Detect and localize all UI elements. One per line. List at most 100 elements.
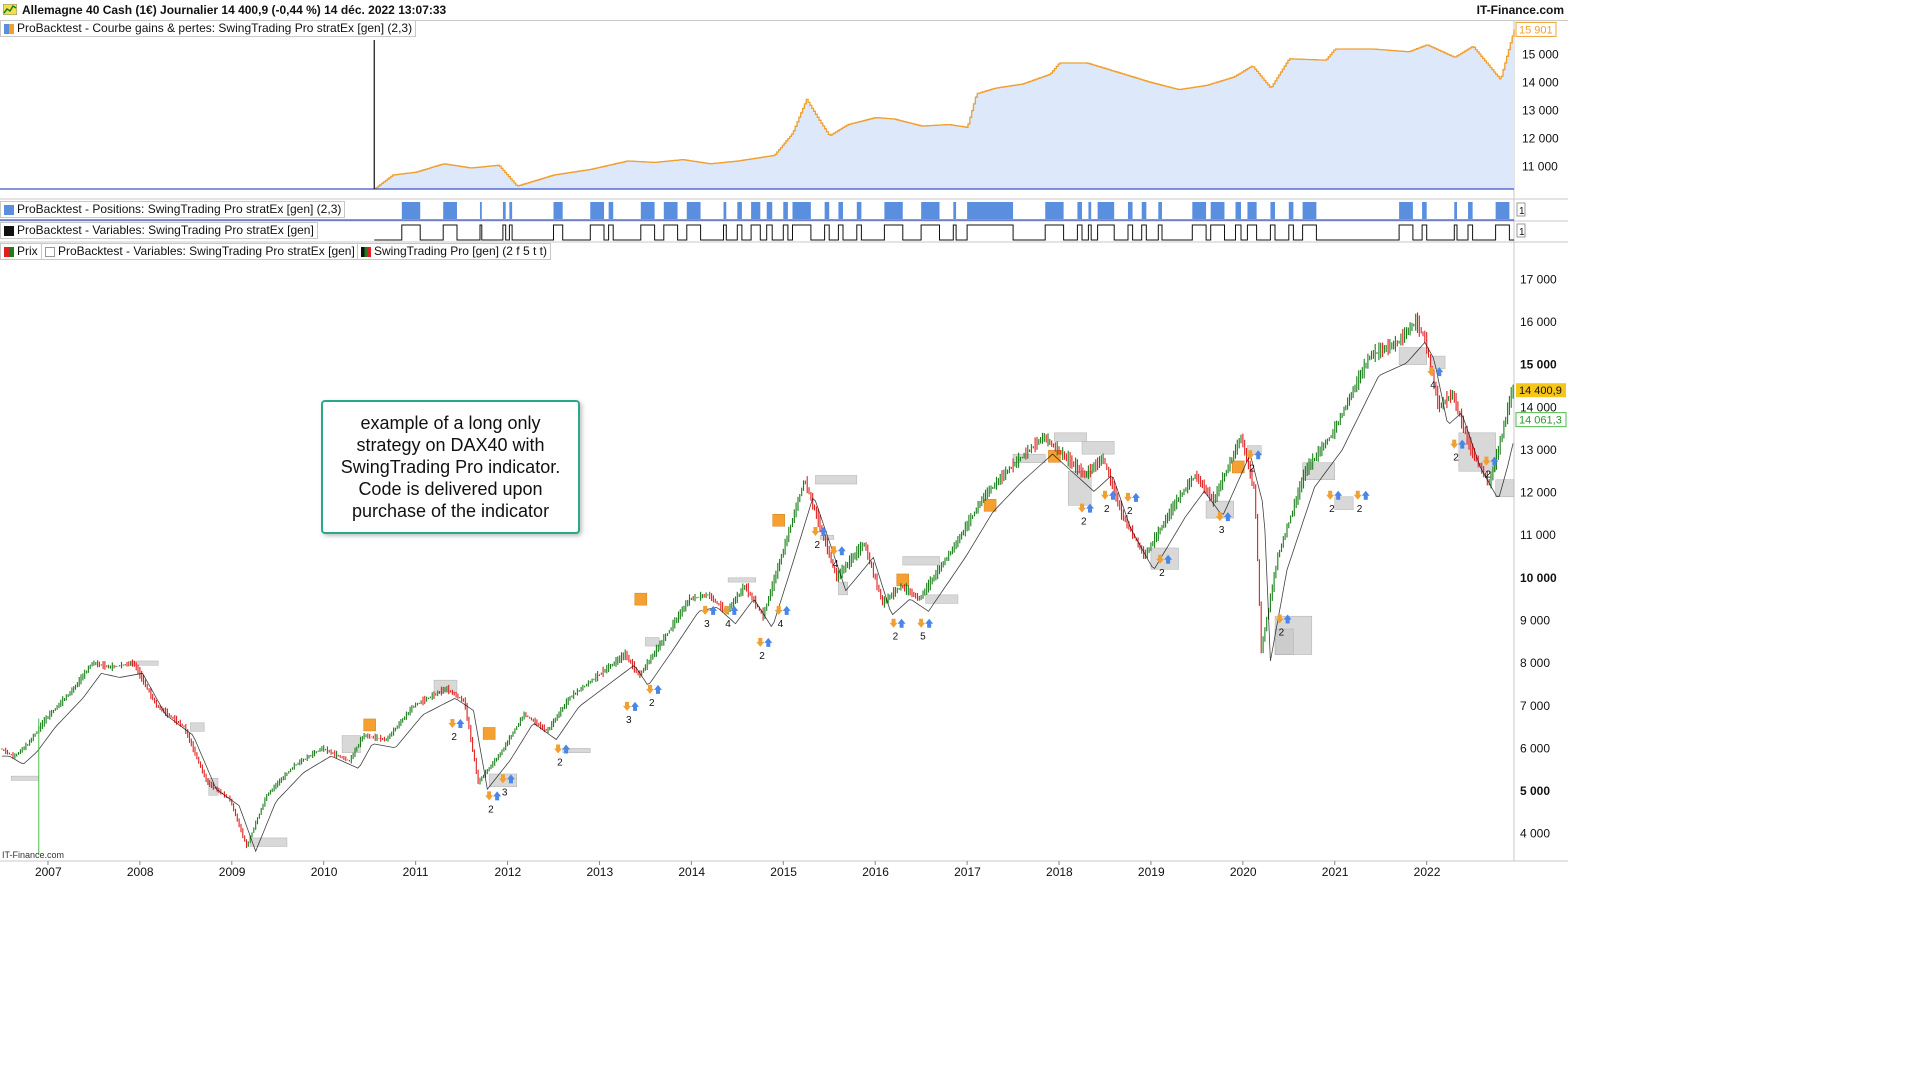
position-block (1045, 202, 1064, 219)
arrow-down-icon (448, 718, 457, 728)
arrow-down-icon (829, 546, 838, 556)
arrow-up-icon (456, 718, 465, 728)
arrow-down-icon (1246, 450, 1255, 460)
position-block (792, 202, 811, 219)
support-zone (10, 775, 40, 781)
arrow-up-icon (819, 527, 828, 537)
position-block (401, 202, 421, 219)
support-zone (1081, 441, 1115, 455)
x-tick-label: 2016 (862, 865, 889, 879)
position-block (766, 202, 773, 219)
support-zone (727, 577, 756, 583)
position-block (1422, 202, 1427, 219)
signal-count: 5 (920, 632, 926, 643)
entry-square (363, 718, 376, 732)
arrow-up-icon (1334, 490, 1343, 500)
signal-count: 3 (502, 787, 508, 798)
arrow-up-icon (1283, 614, 1292, 624)
x-tick-label: 2015 (770, 865, 797, 879)
variables-panel-label[interactable]: ProBacktest - Variables: SwingTrading Pr… (0, 222, 318, 239)
positions-panel-label[interactable]: ProBacktest - Positions: SwingTrading Pr… (0, 201, 346, 218)
arrow-up-icon (1164, 554, 1173, 564)
x-tick-label: 2013 (586, 865, 613, 879)
arrow-down-icon (1427, 367, 1436, 377)
arrow-down-icon (1100, 490, 1109, 500)
positions-value: 1 (1519, 206, 1525, 217)
arrow-down-icon (498, 774, 507, 784)
x-tick-label: 2008 (127, 865, 154, 879)
position-block (967, 202, 1014, 219)
signal-count: 2 (1249, 463, 1255, 474)
signal-count: 4 (833, 559, 839, 570)
arrow-down-icon (1326, 490, 1335, 500)
x-tick-label: 2014 (678, 865, 705, 879)
positions-value-box (1516, 202, 1526, 217)
support-zone (1054, 432, 1087, 442)
support-zone (1274, 628, 1294, 655)
signal-count: 2 (1329, 504, 1335, 515)
arrow-down-icon (811, 527, 820, 537)
position-block (1127, 202, 1133, 219)
equity-y-tick: 12 000 (1522, 132, 1559, 146)
indicator-swatch-icon (361, 247, 371, 257)
arrow-up-icon (1223, 512, 1232, 522)
price-y-tick: 7 000 (1520, 699, 1550, 713)
variables-line (374, 224, 1514, 241)
support-zone (1495, 479, 1515, 498)
arrow-down-icon (1450, 439, 1459, 449)
positions-label-text: ProBacktest - Positions: SwingTrading Pr… (17, 202, 342, 216)
arrow-up-icon (1108, 490, 1117, 500)
arrow-down-icon (701, 605, 710, 615)
positions-panel (0, 202, 1514, 221)
price-y-tick: 5 000 (1520, 784, 1550, 798)
arrow-down-icon (623, 701, 632, 711)
position-block (663, 202, 678, 219)
variables-swatch-icon (4, 226, 14, 236)
price-vars-label-text: ProBacktest - Variables: SwingTrading Pr… (58, 244, 355, 258)
arrow-down-icon (1123, 492, 1132, 502)
position-block (824, 202, 830, 219)
position-block (1235, 202, 1242, 219)
price-y-tick: 10 000 (1520, 571, 1557, 585)
support-zone (645, 637, 660, 647)
arrow-up-icon (837, 546, 846, 556)
signal-count: 2 (557, 758, 563, 769)
position-block (608, 202, 614, 219)
prix-swatch-icon (4, 247, 14, 257)
price-y-tick: 14 000 (1520, 400, 1557, 414)
brand-label: IT-Finance.com (1476, 3, 1564, 17)
position-block (1468, 202, 1473, 219)
arrow-up-icon (782, 605, 791, 615)
signal-count: 4 (778, 619, 784, 630)
variables-panel (374, 224, 1514, 241)
equity-panel-label[interactable]: ProBacktest - Courbe gains & pertes: Swi… (0, 20, 417, 37)
position-block (1302, 202, 1317, 219)
position-block (737, 202, 742, 219)
price-label-prix[interactable]: Prix (0, 243, 42, 260)
signal-count: 2 (1357, 504, 1363, 515)
support-zone (815, 475, 858, 485)
x-tick-label: 2018 (1046, 865, 1073, 879)
arrow-down-icon (1482, 456, 1491, 466)
signal-count: 2 (488, 804, 494, 815)
position-block (1288, 202, 1294, 219)
price-label-vars[interactable]: ProBacktest - Variables: SwingTrading Pr… (41, 243, 359, 260)
arrow-down-icon (889, 618, 898, 628)
support-zone (1150, 547, 1179, 570)
x-tick-label: 2012 (495, 865, 522, 879)
position-block (1192, 202, 1207, 219)
signal-count: 2 (1485, 470, 1491, 481)
arrow-down-icon (1078, 503, 1086, 513)
arrow-up-icon (1131, 492, 1140, 502)
price-label-indicator[interactable]: SwingTrading Pro [gen] (2 f 5 t t) (357, 243, 551, 260)
price-y-tick: 17 000 (1520, 272, 1557, 286)
arrow-up-icon (1254, 450, 1263, 460)
position-block (783, 202, 788, 219)
arrow-up-icon (562, 744, 571, 754)
x-tick-label: 2019 (1138, 865, 1165, 879)
signal-count: 3 (704, 619, 710, 630)
position-block (1495, 202, 1510, 219)
equity-swatch-icon (4, 24, 14, 34)
position-block (884, 202, 903, 219)
